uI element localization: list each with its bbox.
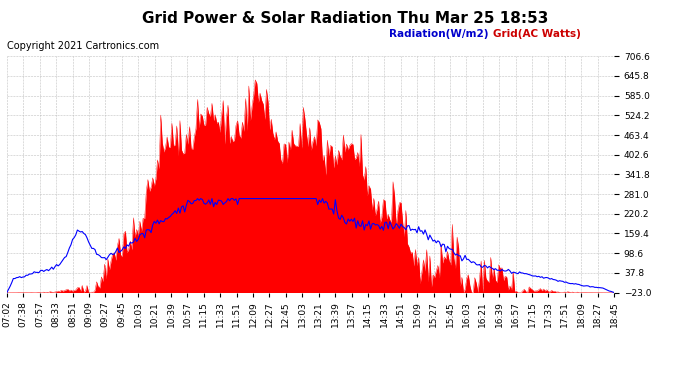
Text: Grid(AC Watts): Grid(AC Watts)	[493, 29, 580, 39]
Text: Grid Power & Solar Radiation Thu Mar 25 18:53: Grid Power & Solar Radiation Thu Mar 25 …	[142, 11, 548, 26]
Text: Copyright 2021 Cartronics.com: Copyright 2021 Cartronics.com	[7, 41, 159, 51]
Text: Radiation(W/m2): Radiation(W/m2)	[389, 29, 489, 39]
